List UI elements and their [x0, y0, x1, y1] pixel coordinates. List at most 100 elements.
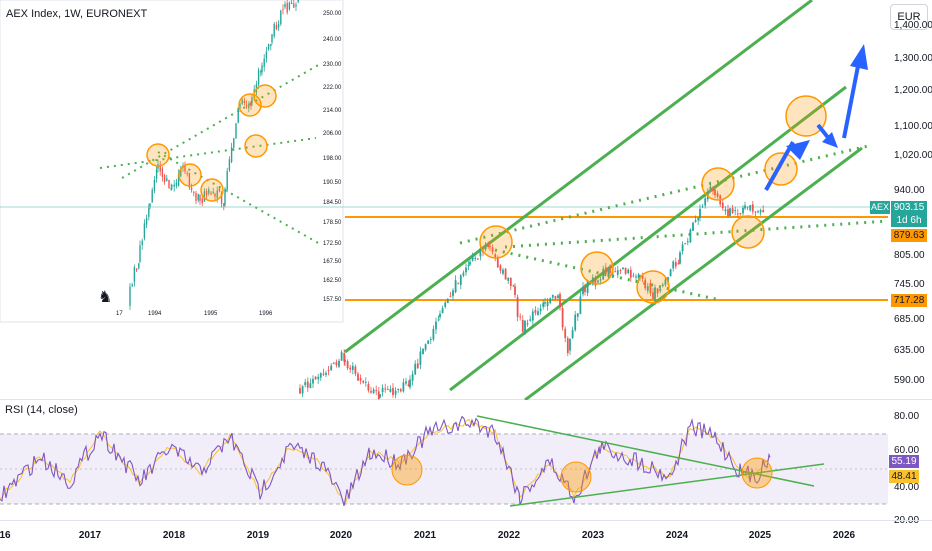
inset-axis-tick: 190.50 [323, 180, 342, 186]
candle-body [301, 386, 304, 394]
main-chart-pane[interactable]: ♞ [0, 0, 932, 400]
candle-body [632, 275, 635, 277]
rsi-pane[interactable] [0, 402, 932, 520]
candle-body [346, 361, 349, 369]
candle-body [166, 178, 168, 182]
candle-body [459, 275, 462, 285]
candle-body [131, 284, 133, 287]
candle-body [584, 287, 586, 292]
candle-body [644, 279, 647, 289]
candle-body [288, 2, 291, 10]
price-axis-tick: 1,200.00 [894, 85, 932, 96]
candle-body [454, 280, 457, 293]
price-axis-tick: 745.00 [894, 279, 925, 290]
candle-body [416, 363, 419, 369]
inset-highlight-circle [146, 143, 170, 167]
candle-body [499, 265, 502, 271]
candle-body [546, 301, 549, 306]
candle-body [574, 314, 577, 331]
candle-body [295, 4, 297, 7]
projection-arrows [764, 44, 868, 191]
candle-body [646, 286, 649, 291]
candle-body [674, 262, 677, 267]
time-axis[interactable] [0, 520, 932, 551]
candle-body [188, 172, 191, 188]
highlight-circle [636, 270, 670, 304]
candle-body [491, 247, 494, 252]
rsi-highlight-circle [391, 454, 423, 486]
projection-arrow-up-2 [842, 65, 860, 139]
candle-body [312, 378, 314, 384]
upper-level-tag: 879.63 [891, 229, 927, 242]
candle-body [235, 123, 237, 139]
candle-body [664, 279, 667, 285]
candle-body [677, 263, 680, 265]
candle-body [489, 245, 491, 248]
rsi-axis-tick: 80.00 [894, 411, 920, 422]
candle-body [561, 308, 564, 328]
candle-body [241, 99, 243, 104]
candle-body [437, 319, 440, 321]
rsi-line [0, 415, 771, 507]
candle-body [496, 258, 499, 268]
candle-body [239, 103, 241, 109]
candle-body [616, 270, 619, 275]
candle-body [218, 188, 221, 192]
candle-body [446, 298, 449, 303]
candle-body [405, 381, 407, 384]
candle-body [441, 308, 444, 313]
candle-body [599, 279, 602, 281]
candle-body [724, 209, 727, 212]
currency-button[interactable]: EUR [890, 4, 928, 30]
candle-body [694, 220, 697, 223]
candle-body [427, 340, 430, 344]
highlight-circle [479, 225, 513, 259]
candle-body [224, 188, 226, 205]
rsi-trendline-down [476, 415, 815, 487]
inset-highlight-circle [178, 163, 202, 187]
candle-body [672, 261, 675, 269]
candle-body [652, 292, 654, 300]
candle-body [539, 308, 542, 312]
candle-body [322, 373, 325, 375]
candle-body [399, 389, 402, 392]
time-axis-year: 2017 [78, 530, 102, 541]
candle-body [173, 184, 175, 187]
candle-body [524, 320, 526, 334]
candle-body [163, 175, 166, 183]
inset-axis-tick: 178.50 [323, 220, 342, 226]
candle-body [414, 363, 417, 375]
candle-body [230, 147, 233, 163]
candle-body [457, 282, 460, 284]
candle-body [143, 223, 146, 239]
candle-body [739, 213, 742, 215]
rsi-axis-tick: 40.00 [894, 482, 920, 493]
candle-body [679, 252, 681, 264]
candle-body [736, 213, 739, 215]
time-axis-year: 2021 [413, 530, 437, 541]
inset-axis-tick: 172.50 [323, 241, 342, 247]
price-axis-tick: 685.00 [894, 314, 925, 325]
candle-body [210, 192, 212, 195]
candle-body [484, 244, 487, 250]
candle-body [731, 208, 734, 213]
candle-body [419, 351, 422, 365]
candle-body [335, 362, 338, 366]
candle-body [309, 383, 312, 389]
candle-body [512, 285, 515, 287]
inset-chart-frame [0, 0, 344, 323]
candle-body [394, 390, 397, 395]
candle-body [582, 286, 584, 295]
candle-body [180, 168, 182, 177]
candle-body [534, 310, 537, 313]
price-axis-tick: 590.00 [894, 375, 925, 386]
highlight-circle [580, 251, 614, 285]
candle-body [271, 34, 273, 43]
candle-body [649, 283, 652, 294]
candle-body [709, 186, 712, 190]
candle-body [155, 169, 158, 179]
candle-body [422, 348, 424, 355]
candle-body [542, 302, 545, 307]
inset-axis-tick: 167.50 [323, 259, 342, 265]
candle-body [184, 165, 186, 172]
